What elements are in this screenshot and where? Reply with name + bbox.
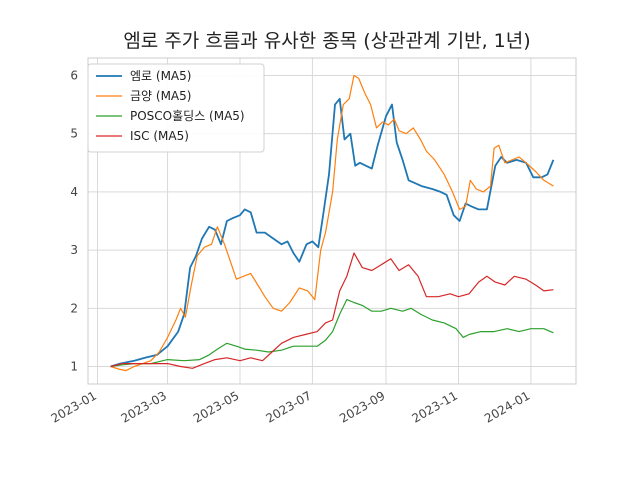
y-tick-label: 3 bbox=[70, 243, 78, 257]
y-tick-label: 6 bbox=[70, 68, 78, 82]
y-tick-label: 4 bbox=[70, 185, 78, 199]
x-tick-label: 2023-05 bbox=[191, 388, 241, 425]
legend-label: 금양 (MA5) bbox=[130, 89, 191, 103]
legend-label: POSCO홀딩스 (MA5) bbox=[130, 109, 245, 123]
legend-box bbox=[87, 63, 265, 153]
x-tick-label: 2023-07 bbox=[263, 388, 313, 425]
legend-label: ISC (MA5) bbox=[130, 129, 189, 143]
series-line-0 bbox=[110, 97, 555, 368]
y-axis-ticks: 1 2 3 4 5 6 bbox=[70, 68, 78, 373]
legend-label: 엠로 (MA5) bbox=[130, 69, 191, 83]
series-lines bbox=[110, 74, 555, 372]
legend: 엠로 (MA5) 금양 (MA5) POSCO홀딩스 (MA5) ISC (MA5) bbox=[87, 63, 265, 153]
x-tick-label: 2024-01 bbox=[482, 388, 532, 425]
y-tick-label: 2 bbox=[70, 301, 78, 315]
x-axis-ticks: 2023-01 2023-03 2023-05 2023-07 2023-09 2023-… bbox=[49, 388, 533, 425]
plot-frame bbox=[87, 57, 577, 385]
x-tick-label: 2023-03 bbox=[119, 388, 169, 425]
x-tick-label: 2023-11 bbox=[410, 388, 460, 425]
series-line-2 bbox=[110, 299, 554, 368]
series-line-1 bbox=[110, 74, 554, 372]
series-line-3 bbox=[110, 252, 554, 369]
y-tick-label: 1 bbox=[70, 360, 78, 374]
y-tick-label: 5 bbox=[70, 127, 78, 141]
x-tick-label: 2023-01 bbox=[49, 388, 99, 425]
chart-title: 엠로 주가 흐름과 유사한 종목 (상관관계 기반, 1년) bbox=[123, 30, 530, 52]
x-tick-label: 2023-09 bbox=[337, 388, 387, 425]
